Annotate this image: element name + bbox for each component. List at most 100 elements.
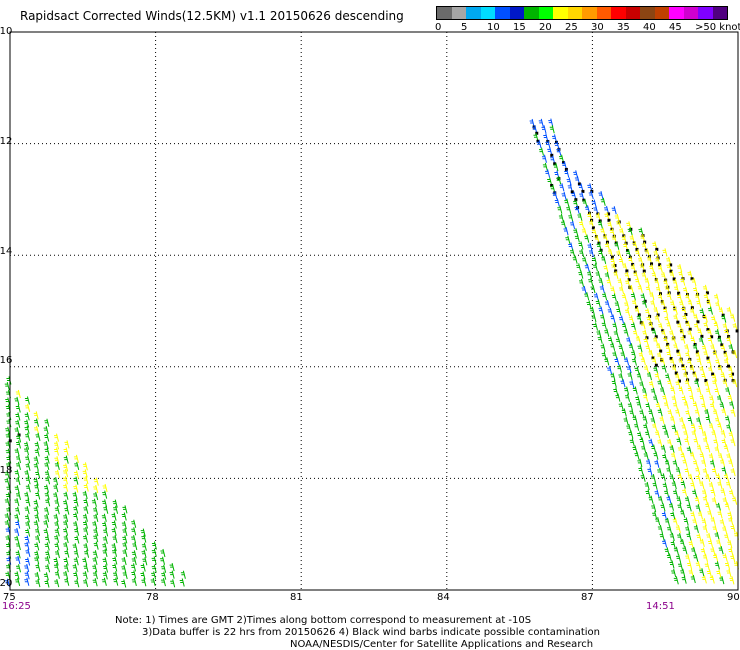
wind-barb [25, 498, 31, 507]
wind-barb [5, 527, 11, 536]
legend-label: 35 [617, 22, 630, 33]
wind-barb [720, 488, 726, 497]
wind-barb [102, 571, 108, 580]
wind-barb [111, 542, 117, 552]
wind-barb [729, 576, 735, 585]
wind-barb [53, 491, 59, 501]
wind-barb [651, 503, 657, 513]
wind-barb [151, 564, 157, 573]
wind-barb [620, 351, 626, 360]
wind-barb [671, 568, 677, 578]
wind-barb [690, 423, 696, 432]
wind-barb [43, 528, 49, 537]
wind-barb [34, 483, 40, 492]
wind-barb [659, 416, 665, 425]
wind-barb [623, 242, 630, 253]
wind-barb [102, 521, 108, 530]
wind-barb [72, 563, 78, 572]
wind-barb [629, 234, 636, 245]
wind-barb [629, 380, 635, 389]
wind-barb [701, 402, 707, 411]
wind-barb [83, 483, 89, 492]
wind-barb [671, 335, 677, 344]
wind-barb [92, 578, 98, 587]
legend-swatch [538, 7, 553, 19]
wind-barb [83, 564, 89, 573]
wind-barb [15, 541, 21, 551]
wind-barb [693, 459, 699, 468]
wind-barb [24, 563, 30, 573]
wind-barb [641, 299, 647, 308]
wind-barb [131, 556, 137, 566]
wind-barb [625, 393, 631, 402]
legend-swatch [437, 7, 452, 19]
wind-barb [712, 350, 718, 359]
lat-label-14: -14 [0, 246, 13, 257]
wind-barb [24, 396, 30, 405]
wind-barb [718, 307, 725, 317]
lon-label-78: 78 [146, 592, 159, 603]
wind-barb [82, 462, 88, 471]
wind-barb [24, 571, 30, 580]
wind-barb [705, 473, 711, 483]
wind-barb [14, 469, 20, 478]
wind-barb [678, 386, 684, 395]
wind-barb [702, 495, 708, 504]
wind-barb [667, 379, 673, 388]
wind-barb [634, 366, 640, 375]
wind-barb [695, 474, 701, 483]
wind-barb [45, 564, 51, 573]
wind-barb [25, 462, 31, 471]
wind-barb [607, 249, 614, 259]
wind-barb [693, 437, 699, 446]
wind-barb [690, 481, 696, 490]
wind-barb [644, 481, 650, 491]
wind-barb [628, 343, 634, 352]
wind-barb [160, 577, 166, 587]
legend-label: 45 [669, 22, 682, 33]
wind-barb [727, 540, 733, 549]
wind-barb [650, 474, 656, 483]
wind-barb [73, 505, 79, 514]
wind-barb [73, 476, 79, 485]
wind-barb [694, 408, 700, 417]
wind-barb [678, 357, 685, 368]
wind-barb [726, 568, 732, 578]
wind-barb [687, 561, 693, 570]
wind-barb [629, 438, 635, 447]
wind-barb [720, 344, 727, 354]
wind-barb [606, 278, 612, 287]
wind-barb [673, 576, 679, 585]
wind-barb [632, 445, 638, 454]
wind-barb [572, 255, 578, 264]
wind-barb [142, 557, 148, 566]
wind-barb [650, 299, 656, 308]
wind-barb [53, 513, 59, 522]
wind-barb [702, 467, 708, 476]
wind-barb [702, 314, 708, 323]
wind-barb [703, 321, 710, 332]
wind-barb [696, 357, 702, 366]
wind-barb [717, 510, 723, 519]
wind-barb [721, 408, 727, 417]
wind-barb [44, 491, 50, 500]
wind-barb [641, 271, 647, 280]
wind-barb [549, 125, 555, 134]
wind-barb [666, 256, 673, 267]
wind-barb [15, 555, 21, 565]
wind-barb [92, 571, 98, 580]
wind-barb [643, 451, 649, 461]
wind-barb [151, 541, 157, 550]
wind-barb [569, 248, 575, 257]
wind-barb [675, 467, 681, 476]
wind-barb [84, 549, 90, 558]
wind-barb [542, 162, 548, 172]
legend-swatch [480, 7, 495, 19]
wind-barb [604, 357, 610, 366]
wind-barb [655, 402, 661, 411]
wind-barb [574, 205, 580, 214]
wind-barb [131, 570, 137, 579]
wind-barb [659, 532, 665, 541]
wind-barb [83, 526, 89, 536]
